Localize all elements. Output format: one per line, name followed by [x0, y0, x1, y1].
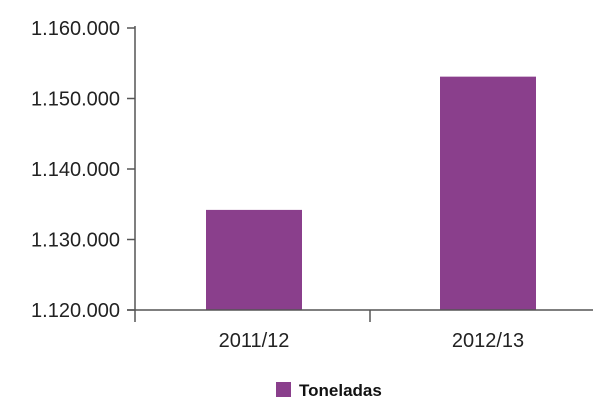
legend: Toneladas — [276, 381, 382, 398]
y-tick-label: 1.140.000 — [31, 159, 120, 181]
y-axis-ticks: 1.120.000 1.130.000 1.140.000 1.150.000 1.16… — [31, 18, 135, 322]
legend-swatch — [276, 382, 291, 397]
x-axis-ticks: 2011/12 2012/13 — [219, 330, 525, 352]
legend-label-toneladas: Toneladas — [299, 381, 382, 398]
y-tick-label: 1.130.000 — [31, 230, 120, 252]
y-tick-label: 1.160.000 — [31, 18, 120, 40]
y-tick-label: 1.150.000 — [31, 89, 120, 111]
y-tick-label: 1.120.000 — [31, 300, 120, 322]
x-tick-label: 2012/13 — [452, 330, 524, 352]
x-tick-label: 2011/12 — [219, 330, 290, 352]
bar-2011-12 — [206, 209, 302, 310]
bar-2012-13 — [440, 76, 536, 311]
axes — [127, 26, 593, 322]
bars — [206, 76, 536, 311]
